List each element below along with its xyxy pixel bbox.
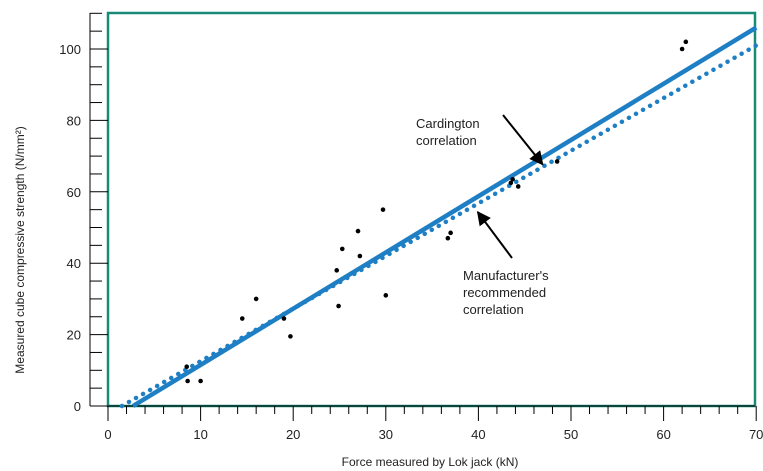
- data-point: [339, 246, 345, 252]
- data-point: [355, 228, 361, 234]
- cardington-correlation-line: [131, 25, 758, 408]
- x-tick-label: 20: [286, 427, 300, 442]
- x-tick-label: 30: [379, 427, 393, 442]
- data-point: [281, 316, 287, 321]
- data-point: [448, 230, 453, 236]
- y-tick-label: 40: [67, 256, 81, 271]
- annotation-line: Cardington: [416, 116, 480, 131]
- annotation-line: recommended: [463, 285, 546, 300]
- data-point: [445, 235, 451, 241]
- data-point: [380, 207, 386, 212]
- y-tick-label: 80: [67, 113, 81, 128]
- x-tick-label: 10: [193, 427, 207, 442]
- x-tick-label: 50: [564, 427, 578, 442]
- annotation-line: correlation: [416, 133, 477, 148]
- cardington-arrow: [502, 114, 544, 166]
- manufacturer-arrow: [476, 210, 513, 259]
- y-tick-label: 0: [74, 399, 81, 414]
- data-point: [515, 184, 521, 189]
- data-point: [239, 316, 245, 321]
- data-point: [554, 159, 560, 164]
- data-point: [336, 303, 341, 309]
- annotation-line: correlation: [463, 302, 524, 317]
- x-tick-label: 0: [104, 427, 111, 442]
- data-point: [334, 268, 340, 273]
- y-tick-label: 60: [67, 185, 81, 200]
- x-tick-label: 60: [656, 427, 670, 442]
- x-tick-label: 70: [749, 427, 763, 442]
- data-point: [683, 39, 689, 45]
- x-tick-label: 40: [471, 427, 485, 442]
- data-point: [383, 293, 389, 298]
- x-axis-title: Force measured by Lok jack (kN): [342, 455, 519, 469]
- plot-frame: [106, 11, 757, 408]
- annotation-cardington: Cardington correlation: [416, 116, 480, 148]
- annotation-line: Manufacturer's: [463, 268, 549, 283]
- data-point: [253, 296, 259, 302]
- annotation-manufacturer: Manufacturer's recommended correlation: [463, 268, 549, 317]
- data-point: [508, 180, 514, 186]
- data-point: [184, 364, 190, 370]
- data-point: [510, 177, 515, 182]
- y-tick-label: 100: [59, 42, 81, 57]
- data-point: [288, 334, 293, 339]
- data-point: [679, 46, 685, 52]
- data-point: [198, 378, 203, 384]
- y-tick-label: 20: [67, 328, 81, 343]
- data-point: [185, 378, 190, 384]
- data-point: [357, 253, 363, 259]
- manufacturer-correlation-line: [119, 43, 759, 409]
- y-axis-title: Measured cube compressive strength (N/mm…: [13, 126, 27, 373]
